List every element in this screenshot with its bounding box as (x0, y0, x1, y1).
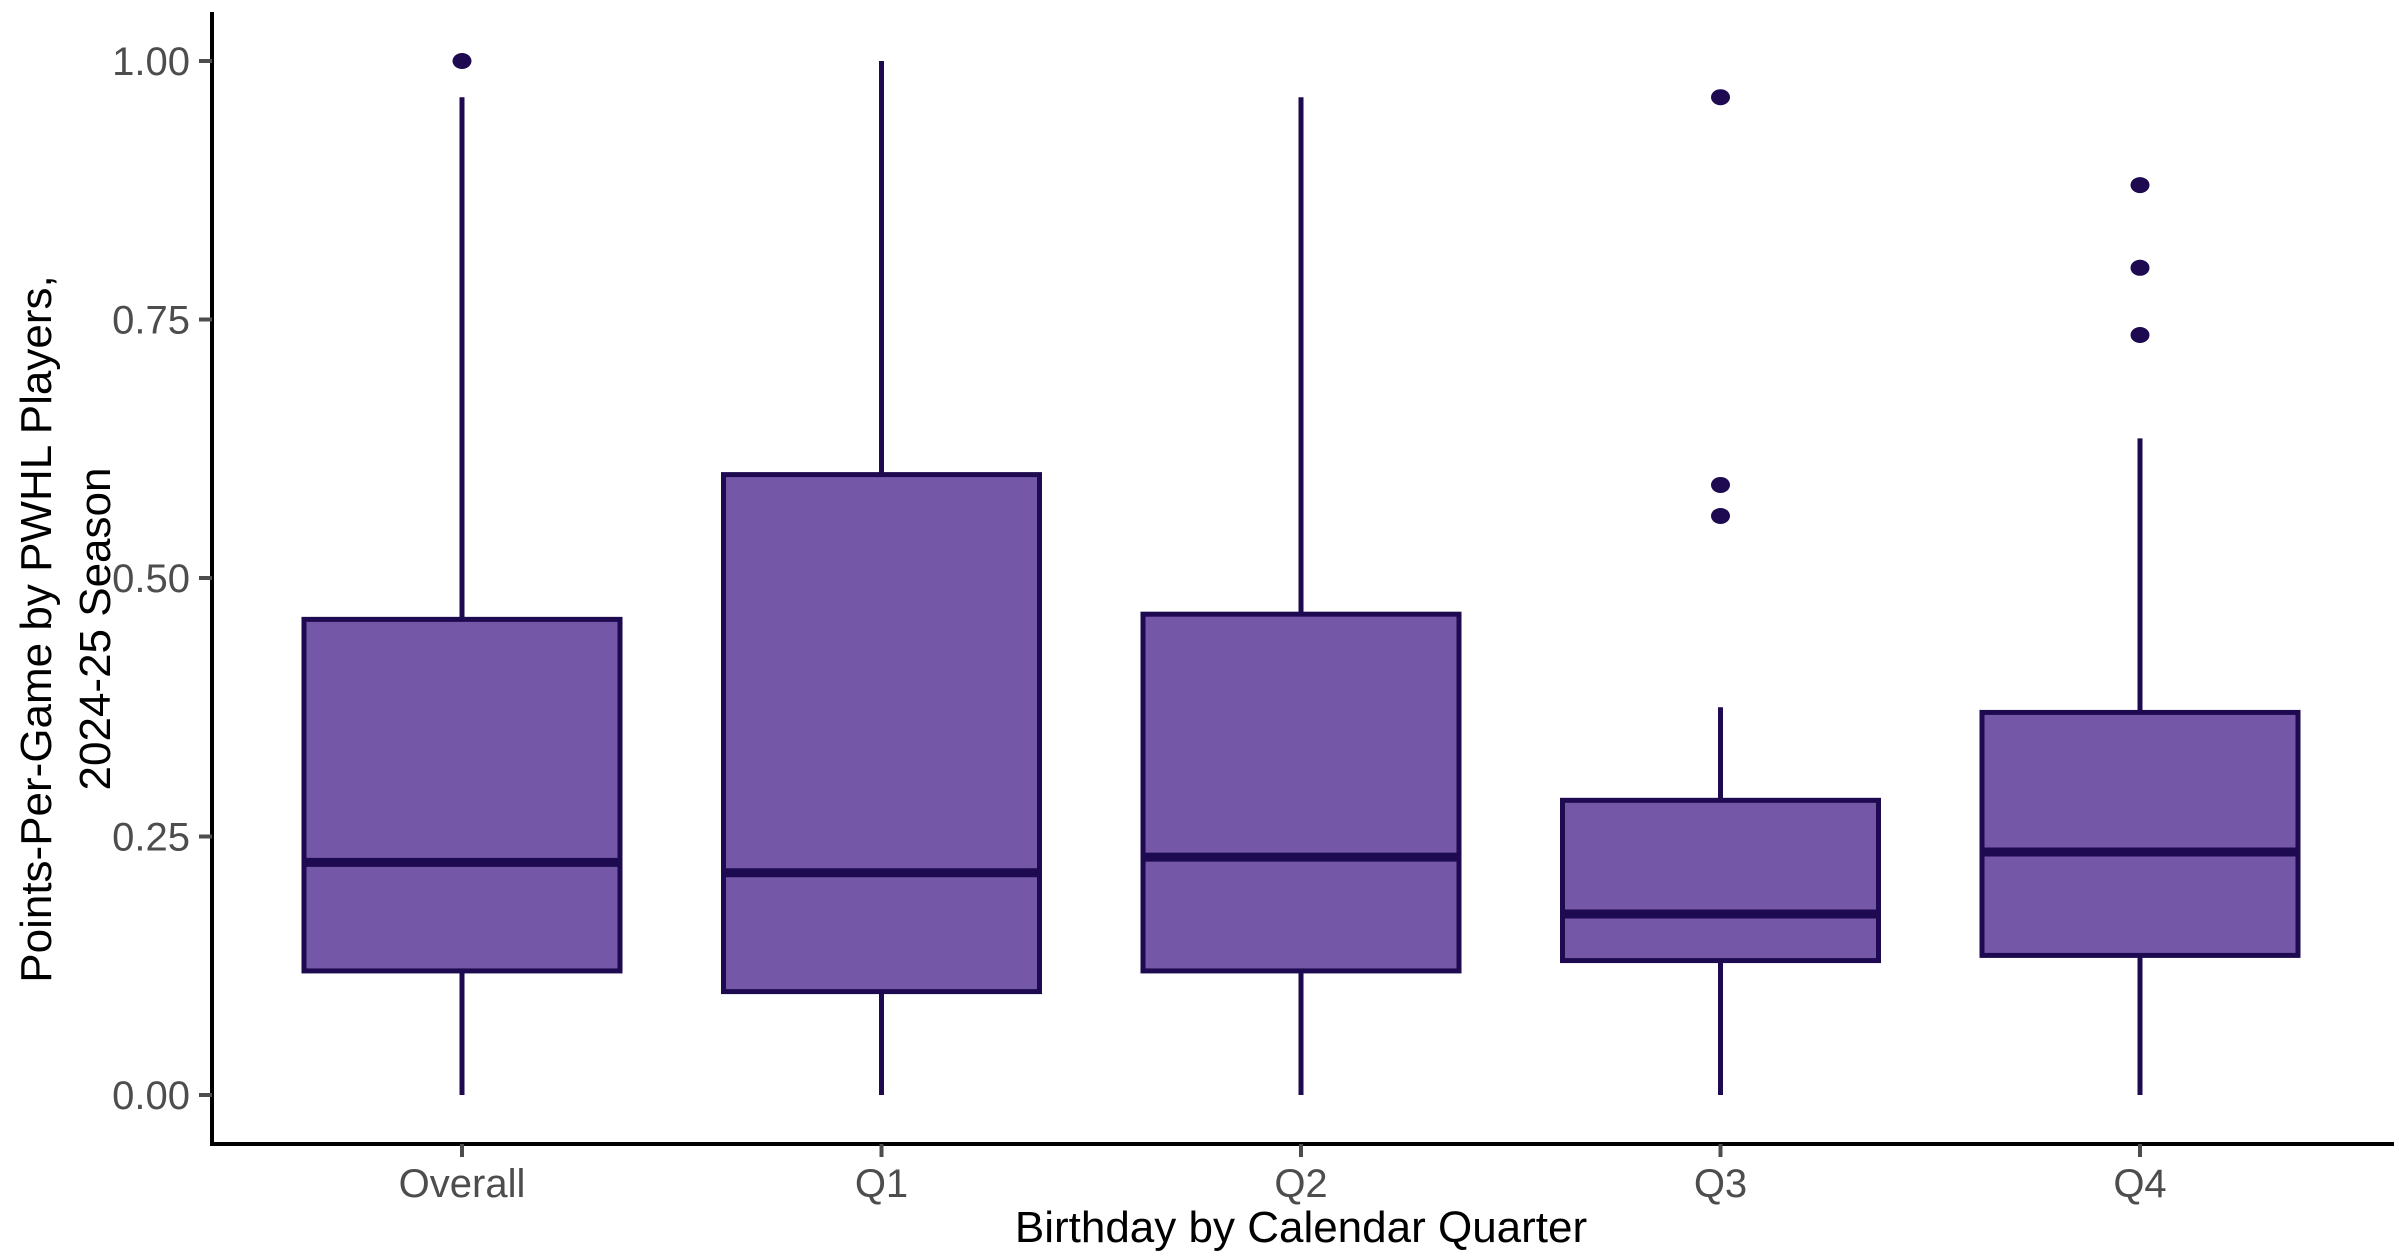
outlier-dot-overall (452, 53, 472, 69)
y-tick-label: 0.50 (112, 557, 190, 601)
box-q1 (721, 472, 1042, 995)
y-tick-label: 0.25 (112, 816, 190, 860)
x-tick-label: Q2 (1274, 1162, 1327, 1206)
y-axis-title-line1: Points-Per-Game by PWHL Players, (12, 275, 61, 983)
x-tick-label: Q1 (855, 1162, 908, 1206)
x-tick-label: Q3 (1694, 1162, 1747, 1206)
x-tick-label: Q4 (2113, 1162, 2166, 1206)
y-tick-label: 0.00 (112, 1074, 190, 1118)
y-tick-label: 1.00 (112, 40, 190, 84)
outlier-dot-q3 (1711, 476, 1730, 493)
box-q4 (1979, 709, 2301, 958)
outlier-dot-q4 (2130, 177, 2150, 194)
x-tick-label: Overall (399, 1162, 526, 1206)
outlier-dot-q4 (2130, 327, 2150, 344)
x-axis-title: Birthday by Calendar Quarter (1014, 1203, 1588, 1252)
outlier-dot-q3 (1711, 507, 1730, 524)
box-q3 (1560, 797, 1881, 964)
outlier-dot-q4 (2130, 259, 2150, 276)
y-axis-title-line2: 2024-25 Season (71, 467, 120, 791)
y-tick-label: 0.75 (112, 299, 190, 343)
box-overall (301, 616, 623, 974)
y-axis-title: Points-Per-Game by PWHL Players, 2024-25… (7, 79, 125, 1179)
outlier-dot-q3 (1711, 89, 1730, 106)
box-q2 (1140, 611, 1462, 974)
